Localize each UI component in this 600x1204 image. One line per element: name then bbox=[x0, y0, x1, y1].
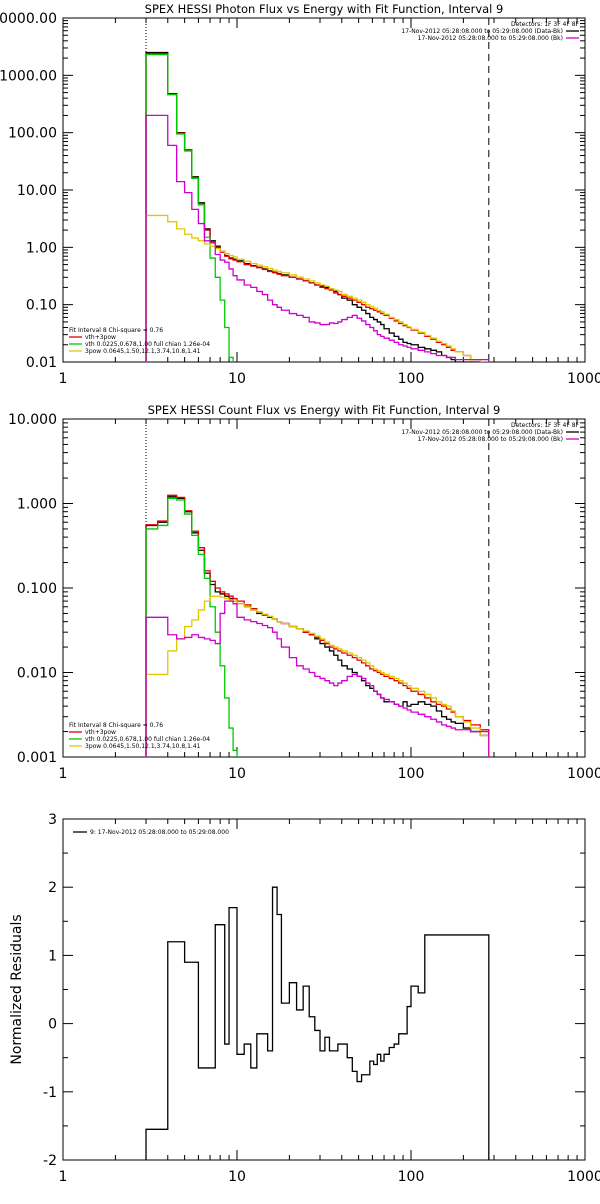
y-tick-label: 3 bbox=[48, 812, 57, 828]
y-tick-label: 0 bbox=[48, 1017, 57, 1033]
y-tick-label: 1.000 bbox=[17, 497, 57, 513]
x-tick-label: 10 bbox=[228, 1169, 246, 1185]
series-vth bbox=[145, 497, 245, 757]
plot-frame bbox=[62, 818, 586, 1161]
y-tick-label: 10.000 bbox=[8, 412, 57, 428]
y-tick-label: 0.001 bbox=[17, 750, 57, 766]
legend-text: Fit Interval 8 Chi-square = 0.76 bbox=[69, 327, 163, 334]
x-tick-label: 1 bbox=[59, 1169, 68, 1185]
chart-title: SPEX HESSI Photon Flux vs Energy with Fi… bbox=[145, 2, 504, 16]
plot-frame bbox=[62, 418, 586, 758]
y-tick-label: 0.010 bbox=[17, 666, 57, 682]
legend-text: 17-Nov-2012 05:28:08.000 to 05:29:08.000… bbox=[401, 429, 563, 436]
y-tick-label: 0.01 bbox=[26, 355, 57, 371]
legend-text: 17-Nov-2012 05:28:08.000 to 05:29:08.000… bbox=[418, 35, 563, 42]
x-tick-label: 1000 bbox=[567, 766, 600, 782]
y-tick-label: 10.00 bbox=[17, 183, 57, 199]
legend-text: 3pow 0.0645,1.50,12.1,3.74,10.8,1.41 bbox=[85, 348, 201, 355]
legend-text: 9: 17-Nov-2012 05:28:08.000 to 05:29:08.… bbox=[90, 829, 229, 836]
series-3pow bbox=[145, 595, 490, 757]
y-tick-label: -1 bbox=[43, 1085, 57, 1101]
y-tick-label: 1 bbox=[48, 948, 57, 964]
y-axis-label: Normalized Residuals bbox=[9, 914, 25, 1064]
x-tick-label: 1000 bbox=[567, 1169, 600, 1185]
x-tick-label: 1 bbox=[59, 766, 68, 782]
y-tick-label: 1.00 bbox=[26, 240, 57, 256]
series-bk bbox=[145, 600, 490, 757]
x-tick-label: 100 bbox=[398, 1169, 425, 1185]
y-tick-label: -2 bbox=[43, 1153, 57, 1169]
legend-text: vth+3pow bbox=[85, 334, 116, 341]
y-tick-label: 0.10 bbox=[26, 298, 57, 314]
legend-text: 17-Nov-2012 05:28:08.000 to 05:29:08.000… bbox=[418, 436, 563, 443]
series-9-17-nov-2012-05-28-08-000-to-05-29-08-000 bbox=[145, 886, 490, 1160]
x-tick-label: 10 bbox=[228, 766, 246, 782]
series-3pow bbox=[145, 214, 489, 362]
y-tick-label: 1000.00 bbox=[0, 68, 57, 84]
y-tick-label: 0.100 bbox=[17, 581, 57, 597]
chart-title: SPEX HESSI Count Flux vs Energy with Fit… bbox=[148, 403, 501, 417]
x-tick-label: 10 bbox=[228, 371, 246, 387]
y-tick-label: 100.00 bbox=[8, 126, 57, 142]
x-tick-label: 1 bbox=[59, 371, 68, 387]
series-vth bbox=[145, 53, 245, 362]
x-tick-label: 1000 bbox=[567, 371, 600, 387]
legend-text: Fit Interval 8 Chi-square = 0.76 bbox=[69, 722, 163, 729]
legend-text: vth+3pow bbox=[85, 729, 116, 736]
series-data-bk bbox=[145, 51, 489, 362]
legend-text: Detectors: 1F 3F 4F 8F bbox=[511, 422, 580, 429]
legend-text: 17-Nov-2012 05:28:08.000 to 05:29:08.000… bbox=[401, 28, 563, 35]
x-tick-label: 100 bbox=[398, 766, 425, 782]
x-tick-label: 100 bbox=[398, 371, 425, 387]
series-data-bk bbox=[145, 496, 490, 757]
plot-frame bbox=[62, 17, 586, 363]
legend-text: vth 0.0225,0.678,1.00 full chian 1.26e-0… bbox=[85, 736, 210, 743]
legend-text: Detectors: 1F 3F 4F 8F bbox=[511, 21, 580, 28]
series-vth-3pow bbox=[145, 52, 489, 362]
legend-text: vth 0.0225,0.678,1.00 full chian 1.26e-0… bbox=[85, 341, 210, 348]
series-vth-3pow bbox=[145, 494, 490, 757]
y-tick-label: 2 bbox=[48, 880, 57, 896]
legend-text: 3pow 0.0645,1.50,12.1,3.74,10.8,1.41 bbox=[85, 743, 201, 750]
series-bk bbox=[145, 114, 490, 362]
